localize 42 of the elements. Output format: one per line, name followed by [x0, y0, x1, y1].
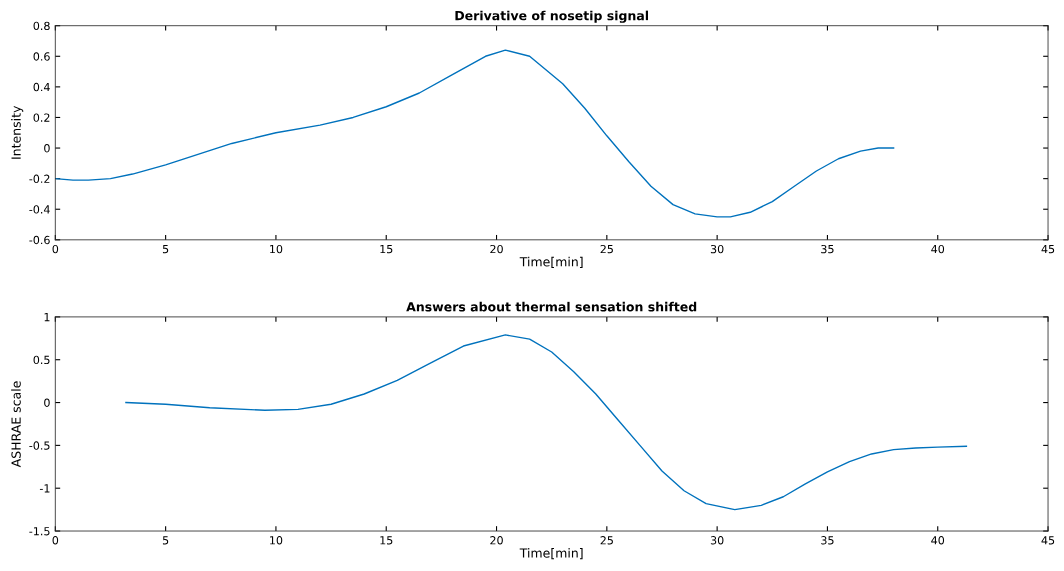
x-tick-label: 15	[380, 245, 393, 254]
x-tick-label: 30	[710, 244, 724, 254]
line-series	[125, 334, 968, 511]
x-tick-label: 40	[931, 244, 945, 254]
y-tick-label: -0.2	[29, 174, 50, 184]
y-tick-label: 0	[44, 398, 50, 407]
x-tick-label: 0	[52, 244, 59, 254]
y-tick-label: 0.8	[33, 21, 50, 31]
x-tick-label: 5	[162, 536, 169, 545]
x-tick-label: 45	[1041, 245, 1055, 254]
x-tick-label: 40	[931, 536, 945, 545]
y-tick-label: -1	[39, 484, 50, 493]
y-tick-label: 1	[44, 313, 50, 322]
x-axis-title: Time[min]	[519, 548, 583, 560]
y-tick-label: 0	[44, 144, 50, 153]
y-tick-label: -1.5	[29, 527, 50, 536]
chart-title: Derivative of nosetip signal	[455, 10, 649, 23]
y-tick-label: 0.2	[33, 113, 50, 122]
x-tick-label: 25	[600, 244, 613, 254]
x-axis-title: Time[min]	[519, 256, 583, 268]
x-tick-label: 35	[821, 536, 834, 545]
x-tick-label: 25	[600, 536, 613, 545]
x-tick-label: 20	[490, 536, 503, 545]
y-axis-title: Intensity	[11, 105, 24, 159]
y-axis-title: ASHRAE scale	[11, 381, 21, 468]
x-tick-label: 20	[490, 244, 503, 254]
x-tick-label: 10	[270, 536, 283, 545]
x-tick-label: 30	[710, 536, 724, 545]
y-tick-label: 0.6	[33, 52, 50, 61]
chart-title: Answers about thermal sensation shifted	[406, 301, 697, 312]
y-tick-label: 0.5	[33, 355, 50, 365]
y-tick-label: 0.4	[33, 82, 50, 92]
line-series	[55, 49, 895, 218]
y-tick-label: -0.5	[29, 441, 50, 450]
y-tick-label: -0.4	[29, 205, 50, 214]
x-tick-label: 0	[52, 536, 59, 545]
y-tick-label: -0.6	[29, 235, 50, 245]
x-tick-label: 5	[162, 245, 169, 254]
x-tick-label: 15	[380, 536, 393, 545]
x-tick-label: 10	[270, 244, 283, 254]
x-tick-label: 45	[1041, 536, 1055, 545]
x-tick-label: 35	[821, 244, 834, 254]
